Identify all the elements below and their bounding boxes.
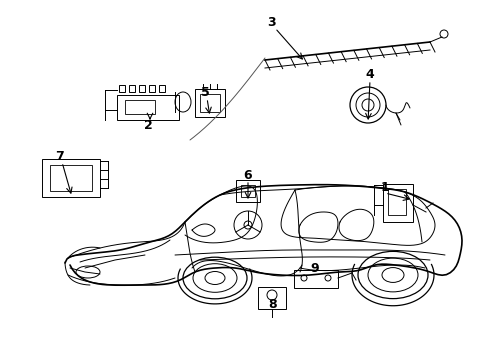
Text: 3: 3 bbox=[267, 15, 276, 28]
Ellipse shape bbox=[183, 257, 246, 299]
Text: 4: 4 bbox=[365, 68, 374, 81]
Text: 1: 1 bbox=[380, 180, 388, 194]
Text: 6: 6 bbox=[243, 168, 252, 181]
Ellipse shape bbox=[357, 251, 427, 299]
Text: 9: 9 bbox=[310, 261, 319, 275]
Text: 7: 7 bbox=[56, 149, 64, 162]
Text: 5: 5 bbox=[200, 86, 209, 99]
Text: 8: 8 bbox=[268, 298, 277, 311]
Text: 2: 2 bbox=[143, 118, 152, 131]
